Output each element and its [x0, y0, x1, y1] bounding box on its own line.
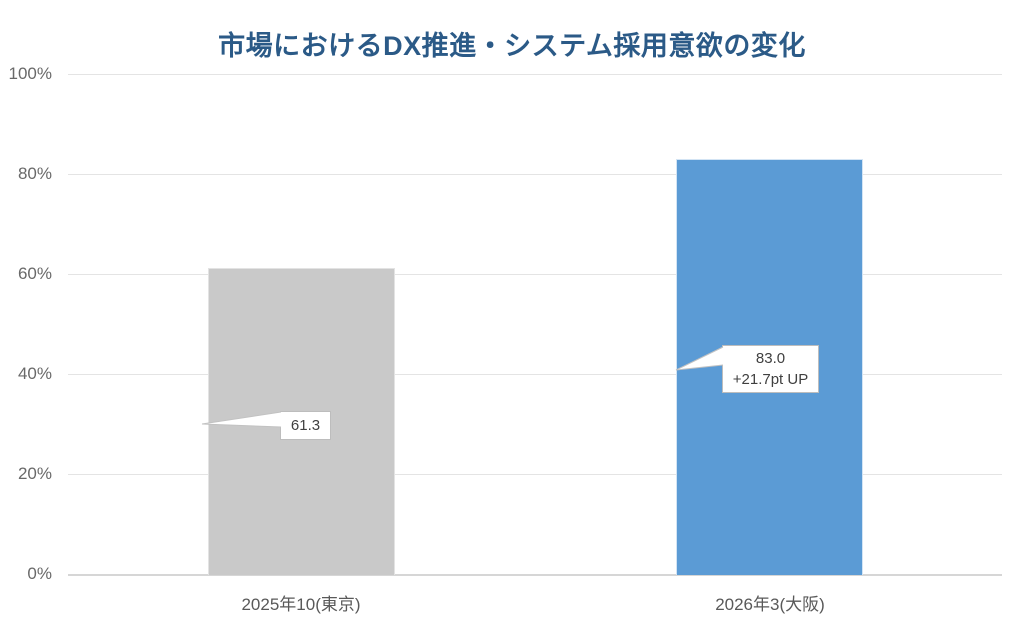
gridline-80 [68, 174, 1002, 175]
x-axis-label-tokyo: 2025年10(東京) [241, 595, 361, 614]
gridline-20 [68, 474, 1002, 475]
y-tick-label-0: 0% [27, 564, 52, 583]
y-tick-label-20: 20% [17, 464, 52, 483]
y-tick-label-60: 60% [17, 264, 52, 283]
data-callout-tokyo: 61.3 [280, 411, 331, 440]
data-label-osaka: 83.0 [755, 350, 786, 367]
data-label-osaka-delta: +21.7pt UP [732, 371, 809, 388]
data-label-tokyo: 61.3 [290, 417, 321, 434]
y-tick-label-80: 80% [17, 164, 52, 183]
gridline-60 [68, 274, 1002, 275]
chart-title: 市場におけるDX推進・システム採用意欲の変化 [218, 31, 806, 61]
gridline-40 [68, 374, 1002, 375]
data-callout-osaka: 83.0 +21.7pt UP [722, 345, 819, 393]
y-tick-label-40: 40% [17, 364, 52, 383]
y-tick-label-100: 100% [8, 64, 52, 83]
x-axis-line [68, 574, 1002, 576]
gridline-100 [68, 74, 1002, 75]
x-axis-label-osaka: 2026年3(大阪) [715, 595, 825, 614]
